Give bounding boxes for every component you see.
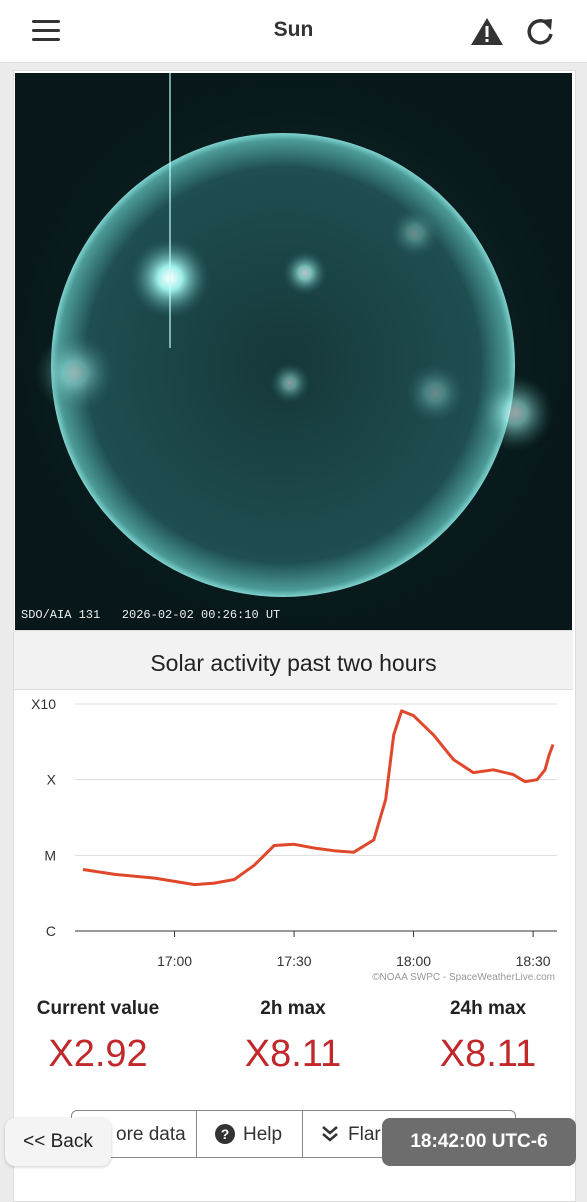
time-badge: 18:42:00 UTC-6	[382, 1118, 576, 1166]
header-title: Sun	[273, 18, 314, 41]
stat-label: Current value	[36, 998, 160, 1019]
image-caption: SDO/AIA 131 2026-02-02 00:26:10 UT	[21, 608, 280, 622]
button-more-data[interactable]: ore data	[116, 1124, 186, 1145]
stat-value: X2.92	[48, 1033, 148, 1075]
button-help[interactable]: Help	[243, 1124, 283, 1145]
stat-label: 2h max	[260, 998, 326, 1019]
x-tick-label: 17:00	[157, 953, 192, 969]
y-tick-label: C	[46, 923, 56, 939]
stat-value: X8.11	[244, 1033, 342, 1075]
help-icon: ?	[215, 1124, 235, 1144]
menu-icon[interactable]	[32, 18, 62, 44]
chart-credit: ©NOAA SWPC - SpaceWeatherLive.com	[372, 972, 555, 983]
stat-label: 24h max	[449, 998, 527, 1019]
refresh-icon[interactable]	[524, 16, 556, 48]
x-tick-label: 18:00	[396, 953, 431, 969]
y-tick-label: M	[44, 847, 56, 863]
flux-line	[82, 709, 555, 887]
header: Sun	[0, 0, 587, 63]
x-tick-label: 17:30	[277, 953, 312, 969]
chart-title: Solar activity past two hours	[150, 650, 437, 676]
svg-text:?: ?	[221, 1126, 230, 1142]
y-tick-label: X10	[31, 696, 56, 712]
flares-icon	[322, 1126, 338, 1142]
chart: ©NOAA SWPC - SpaceWeatherLive.com C M X X10…	[31, 696, 557, 983]
y-tick-label: X	[47, 772, 57, 788]
x-tick-label: 18:30	[516, 953, 551, 969]
back-button[interactable]: << Back	[5, 1118, 111, 1166]
button-flares[interactable]: Flar	[348, 1124, 381, 1145]
sun-image: SDO/AIA 131 2026-02-02 00:26:10 UT	[15, 73, 572, 630]
stat-value: X8.11	[439, 1033, 537, 1075]
alert-icon[interactable]	[470, 17, 504, 47]
